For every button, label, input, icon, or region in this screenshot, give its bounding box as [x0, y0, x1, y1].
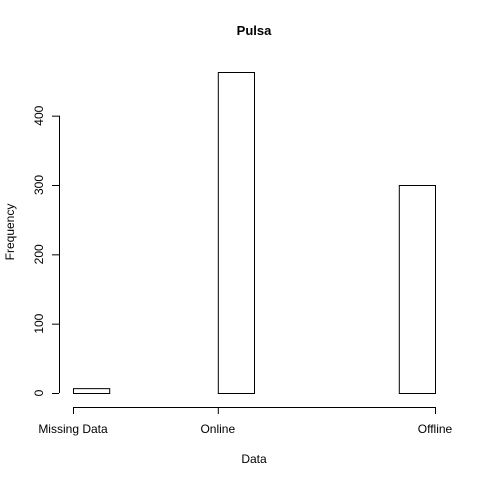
y-tick-label: 300: [32, 175, 46, 195]
bar-online: [217, 72, 256, 394]
bars-group: [73, 72, 436, 395]
x-axis: Missing Data Online Offline: [38, 407, 453, 436]
y-tick-label: 100: [32, 313, 46, 333]
x-tick-label: Online: [200, 422, 235, 436]
x-tick-label: Missing Data: [38, 422, 108, 436]
y-axis-label: Frequency: [3, 204, 17, 261]
y-tick-label: 400: [32, 105, 46, 125]
x-tick-label: Offline: [418, 422, 453, 436]
bar-offline: [398, 185, 436, 394]
x-axis-label: Data: [241, 452, 267, 466]
bar-missing-data: [73, 388, 111, 395]
y-axis: 0 100 200 300 400: [32, 105, 60, 396]
chart-title: Pulsa: [237, 23, 272, 38]
y-tick-label: 0: [32, 389, 46, 396]
y-tick-label: 200: [32, 244, 46, 264]
